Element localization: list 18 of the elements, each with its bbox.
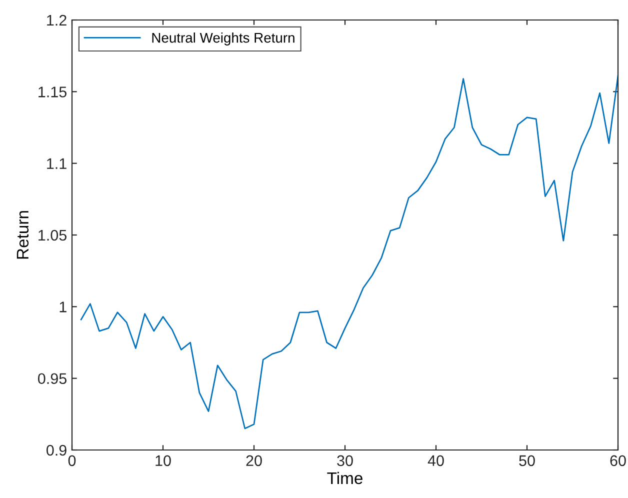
legend-label: Neutral Weights Return xyxy=(152,32,294,46)
y-tick-label: 1.2 xyxy=(47,14,66,26)
x-tick-label: 0 xyxy=(68,455,76,466)
y-tick-label: 1.05 xyxy=(38,230,66,241)
y-tick-label: 0.95 xyxy=(38,373,66,384)
line-series xyxy=(80,75,618,430)
x-tick-label: 40 xyxy=(428,455,444,466)
y-tick-label: 0.9 xyxy=(46,444,66,456)
y-tick-label: 1.1 xyxy=(47,158,66,169)
x-tick-label: 50 xyxy=(519,455,535,466)
y-axis-title: Return xyxy=(16,211,29,259)
x-tick-label: 20 xyxy=(246,455,262,466)
x-tick-label: 60 xyxy=(610,455,626,466)
x-tick-label: 10 xyxy=(156,455,171,466)
y-tick-label: 1 xyxy=(60,302,66,312)
y-tick-label: 1.15 xyxy=(38,86,66,98)
x-tick-label: 30 xyxy=(337,455,353,466)
x-axis-title: Time xyxy=(327,472,362,484)
